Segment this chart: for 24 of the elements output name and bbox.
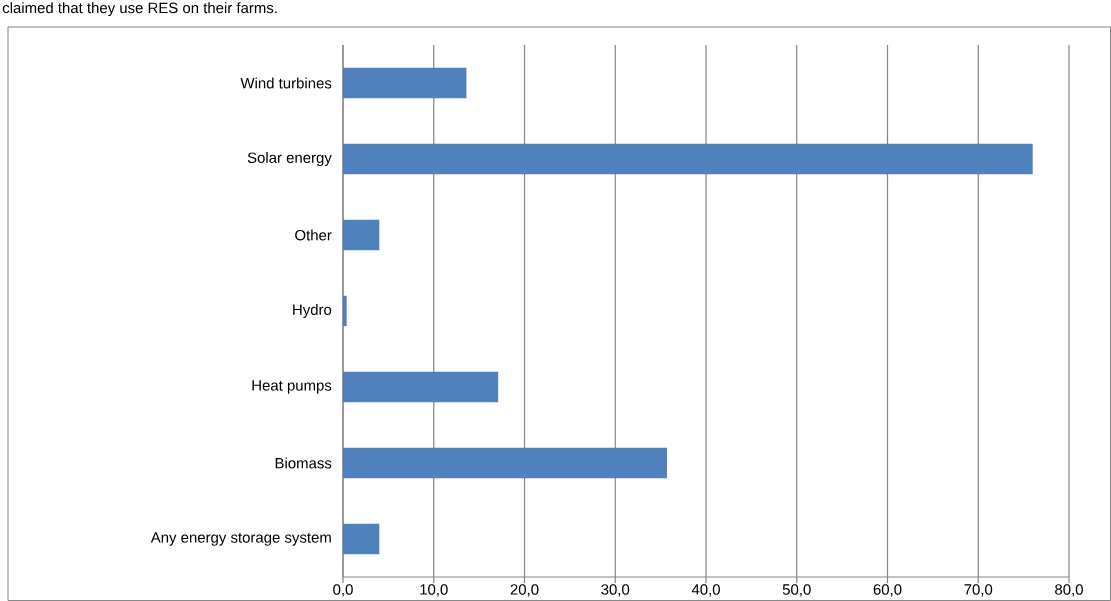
x-tick-label: 70,0	[964, 584, 993, 597]
y-tick-label: Biomass	[275, 457, 332, 469]
bar	[343, 67, 467, 99]
bar	[343, 523, 380, 555]
y-tick-label: Any energy storage system	[150, 532, 331, 546]
x-tick-label: 80,0	[1055, 584, 1083, 597]
x-tick-label: 60,0	[873, 584, 902, 597]
bar	[343, 371, 499, 403]
y-tick-label: Hydro	[293, 304, 332, 318]
y-tick-label: Other	[295, 229, 332, 241]
x-tick-label: 30,0	[601, 584, 630, 597]
bar	[343, 143, 1033, 175]
x-tick-label: 50,0	[782, 584, 811, 597]
y-tick-label: Solar energy	[247, 152, 332, 166]
x-tick-label: 40,0	[691, 584, 720, 597]
x-tick-label: 0,0	[333, 584, 353, 597]
y-tick-label: Wind turbines	[240, 77, 332, 89]
bar	[343, 447, 667, 479]
x-tick-label: 20,0	[510, 584, 539, 597]
bar	[343, 295, 347, 327]
text: claimed that they use RES on their farms.	[2, 2, 277, 17]
x-tick-label: 10,0	[420, 584, 448, 597]
bar	[343, 219, 380, 251]
y-tick-label: Heat pumps	[252, 380, 332, 394]
